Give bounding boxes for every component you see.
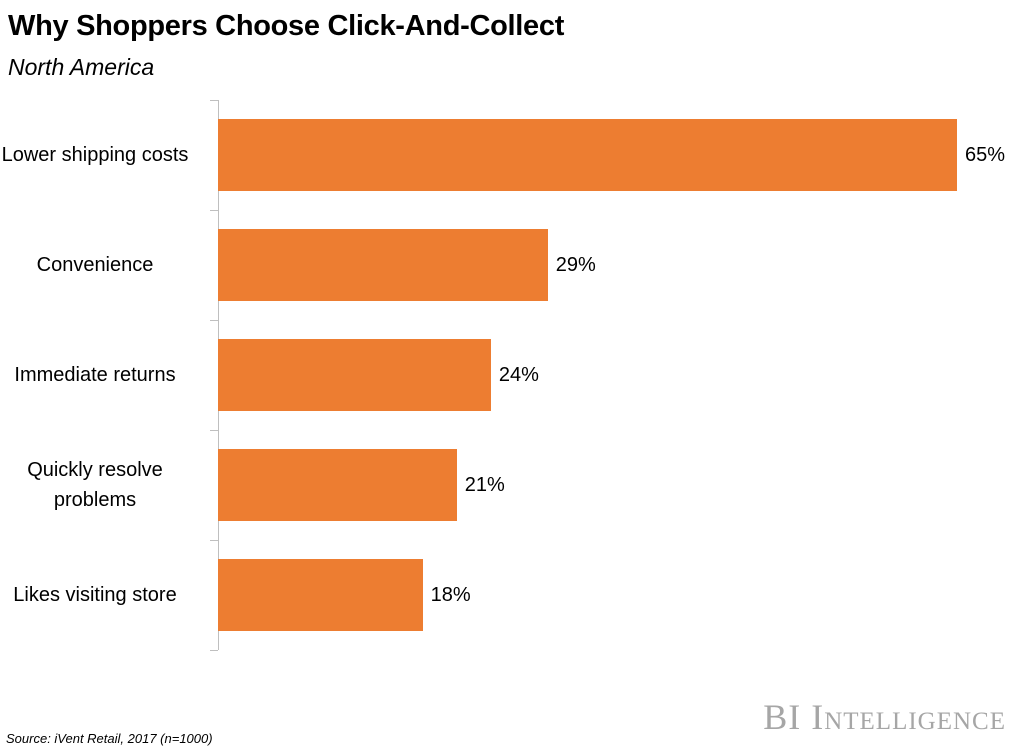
category-tick	[210, 320, 218, 321]
value-label: 18%	[430, 584, 471, 606]
category-label: Quickly resolve problems	[0, 445, 195, 525]
bar	[218, 339, 491, 411]
bar	[218, 559, 423, 631]
bar	[218, 449, 457, 521]
category-text: Immediate returns	[14, 364, 176, 386]
category-label: Immediate returns	[0, 335, 195, 415]
value-label: 21%	[464, 474, 505, 496]
category-tick	[210, 540, 218, 541]
value-label: 29%	[555, 254, 596, 276]
category-tick	[210, 430, 218, 431]
category-tick	[210, 650, 218, 651]
category-text: Convenience	[36, 254, 154, 276]
source-note: Source: iVent Retail, 2017 (n=1000)	[6, 731, 213, 746]
value-label: 24%	[498, 364, 539, 386]
category-label: Lower shipping costs	[0, 115, 195, 195]
category-text: Lower shipping costs	[1, 144, 189, 166]
category-text: Quickly resolve problems	[27, 459, 163, 511]
chart-title: Why Shoppers Choose Click-And-Collect	[8, 10, 565, 42]
category-tick	[210, 210, 218, 211]
bar	[218, 119, 957, 191]
category-tick	[210, 100, 218, 101]
category-text: Likes visiting store	[13, 584, 177, 606]
chart-subtitle: North America	[8, 54, 155, 80]
brand-logo: BI Intelligence	[763, 697, 1006, 737]
category-label: Convenience	[0, 225, 195, 305]
value-label: 65%	[965, 144, 1006, 166]
bar	[218, 229, 548, 301]
category-label: Likes visiting store	[0, 555, 195, 635]
